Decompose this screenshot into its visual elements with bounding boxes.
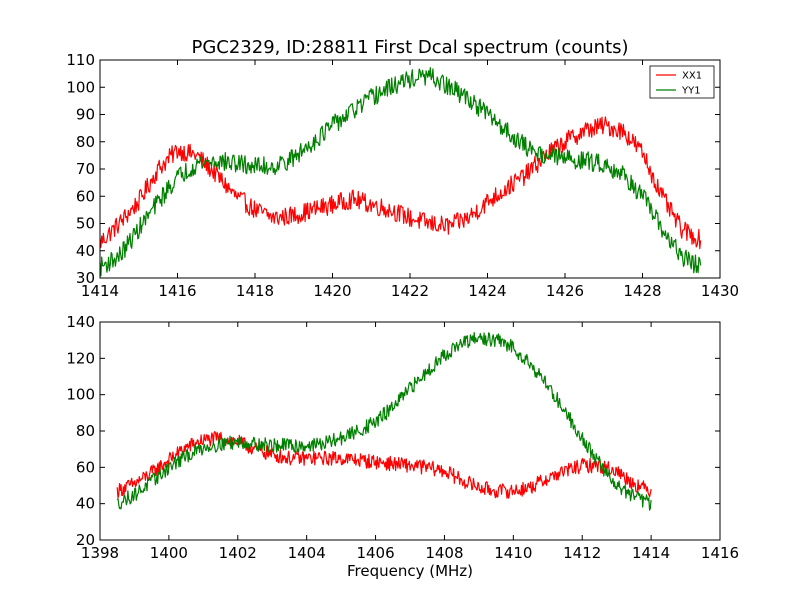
series-line-series-2 xyxy=(116,332,652,511)
y-tick-label: 110 xyxy=(66,51,95,69)
x-tick-label: 1422 xyxy=(391,282,429,300)
top-spectrum-panel: 1414 1416 1418 1420 1422 1424 1426 1428 1430 30 40… xyxy=(66,51,739,300)
x-tick-label: 1416 xyxy=(701,544,739,562)
x-tick-label: 1402 xyxy=(219,544,257,562)
legend-label-yy1: YY1 xyxy=(681,86,701,97)
x-tick-label: 1400 xyxy=(150,544,188,562)
y-tick-label: 40 xyxy=(76,242,95,260)
figure-title: PGC2329, ID:28811 First Dcal spectrum (c… xyxy=(191,37,628,58)
legend-label-xx1: XX1 xyxy=(682,71,702,82)
y-tick-label: 40 xyxy=(76,495,95,513)
y-tick-label: 140 xyxy=(66,313,95,331)
x-tick-label: 1426 xyxy=(546,282,584,300)
x-tick-label: 1412 xyxy=(563,544,601,562)
y-tick-label: 60 xyxy=(76,458,95,476)
y-tick-label: 90 xyxy=(76,106,95,124)
y-tick-label: 100 xyxy=(66,386,95,404)
y-tick-label: 100 xyxy=(66,78,95,96)
x-tick-label: 1430 xyxy=(701,282,739,300)
y-tick-label: 30 xyxy=(76,269,95,287)
y-tick-label: 20 xyxy=(76,531,95,549)
series-line-series-1 xyxy=(116,431,652,499)
x-tick-label: 1414 xyxy=(81,282,119,300)
x-tick-label: 1408 xyxy=(425,544,463,562)
x-axis-label: Frequency (MHz) xyxy=(347,562,473,580)
x-tick-label: 1410 xyxy=(494,544,532,562)
series-line-yy1 xyxy=(99,67,702,277)
y-tick-label: 80 xyxy=(76,422,95,440)
legend-box xyxy=(649,65,715,99)
x-tick-label: 1416 xyxy=(158,282,196,300)
x-tick-label: 1404 xyxy=(288,544,326,562)
x-tick-label: 1414 xyxy=(632,544,670,562)
y-tick-label: 80 xyxy=(76,133,95,151)
y-tick-label: 50 xyxy=(76,215,95,233)
y-tick-label: 120 xyxy=(66,349,95,367)
x-tick-label: 1418 xyxy=(236,282,274,300)
x-tick-label: 1420 xyxy=(313,282,351,300)
x-tick-label: 1406 xyxy=(356,544,394,562)
x-tick-label: 1428 xyxy=(623,282,661,300)
y-tick-label: 70 xyxy=(76,160,95,178)
bottom-spectrum-panel: 1398 1400 1402 1404 1406 1408 1410 1412 1414 1416… xyxy=(66,313,739,580)
x-tick-label: 1424 xyxy=(468,282,506,300)
y-tick-label: 60 xyxy=(76,187,95,205)
x-tick-label: 1398 xyxy=(81,544,119,562)
